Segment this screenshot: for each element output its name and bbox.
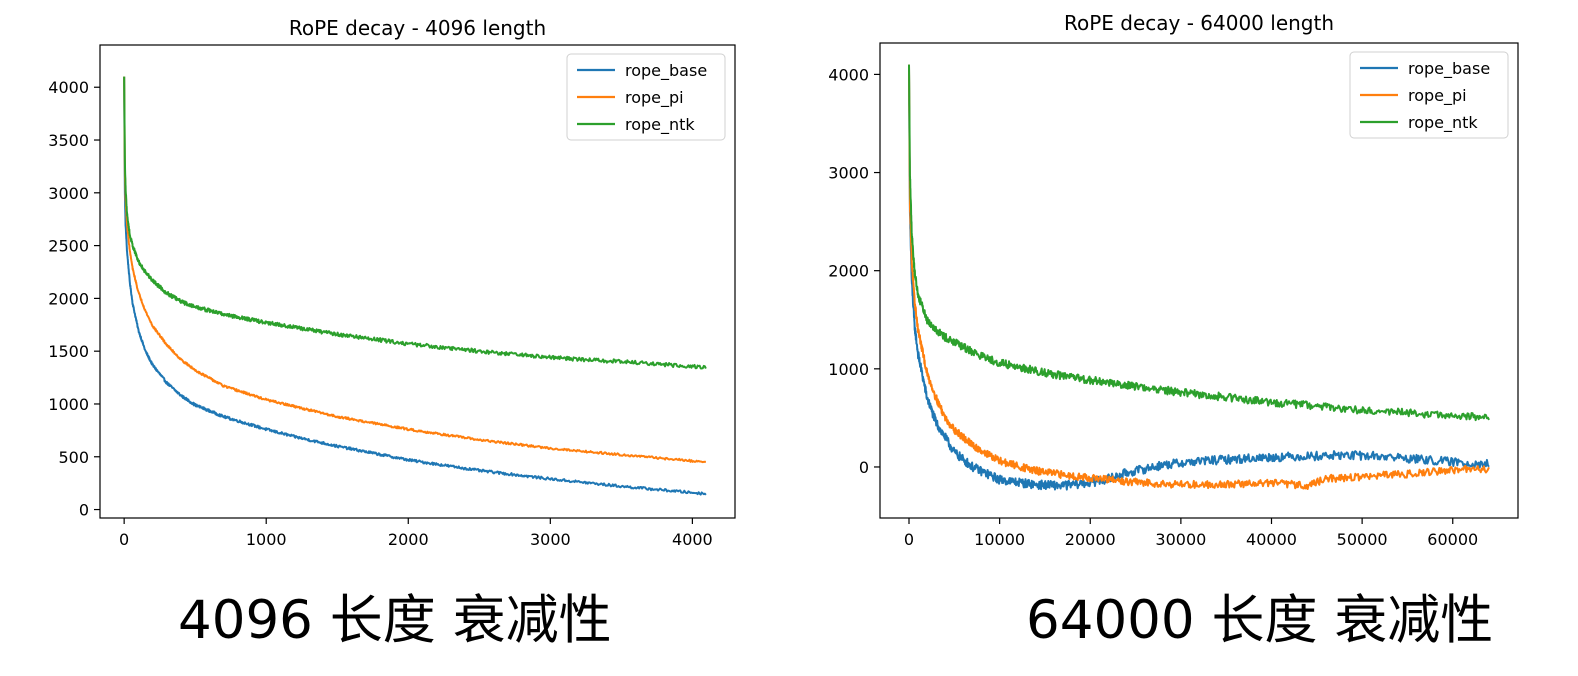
y-tick-label: 3000 xyxy=(828,164,869,183)
y-tick-label: 4000 xyxy=(48,78,89,97)
series-line-rope-base xyxy=(123,76,707,496)
chart-title: RoPE decay - 4096 length xyxy=(289,16,546,40)
legend-label: rope_ntk xyxy=(1408,113,1478,133)
y-tick-label: 2500 xyxy=(48,237,89,256)
legend: rope_base rope_pi rope_ntk xyxy=(566,53,726,141)
series-line-rope-ntk xyxy=(123,76,707,370)
x-tick-label: 0 xyxy=(119,530,129,549)
legend-label: rope_pi xyxy=(625,88,684,108)
y-tick-label: 2000 xyxy=(48,289,89,308)
x-tick-label: 40000 xyxy=(1246,530,1297,549)
y-tick-label: 1500 xyxy=(48,342,89,361)
plot-frame xyxy=(879,42,1519,519)
y-tick-label: 0 xyxy=(859,458,869,477)
y-tick-label: 0 xyxy=(79,501,89,520)
legend-label: rope_pi xyxy=(1408,86,1467,106)
y-tick-label: 3000 xyxy=(48,184,89,203)
legend-label: rope_base xyxy=(1408,59,1490,79)
caption-64000: 64000 长度 衰减性 xyxy=(1026,590,1494,651)
series-line-rope-pi xyxy=(908,64,1490,491)
x-tick-label: 4000 xyxy=(672,530,713,549)
caption-4096: 4096 长度 衰减性 xyxy=(178,590,612,651)
x-tick-label: 3000 xyxy=(530,530,571,549)
x-tick-label: 30000 xyxy=(1155,530,1206,549)
legend: rope_base rope_pi rope_ntk xyxy=(1349,51,1509,139)
y-tick-label: 4000 xyxy=(828,65,869,84)
series-line-rope-pi xyxy=(123,76,706,464)
series-line-rope-base xyxy=(908,64,1490,491)
legend-box xyxy=(566,53,726,141)
x-tick-label: 10000 xyxy=(974,530,1025,549)
series-line-rope-ntk xyxy=(908,64,1490,422)
plot-frame xyxy=(99,44,736,519)
x-tick-label: 20000 xyxy=(1065,530,1116,549)
x-tick-label: 2000 xyxy=(388,530,429,549)
y-tick-label: 1000 xyxy=(828,360,869,379)
x-tick-label: 1000 xyxy=(246,530,287,549)
x-tick-label: 0 xyxy=(904,530,914,549)
chart-title: RoPE decay - 64000 length xyxy=(1064,11,1334,35)
y-tick-label: 2000 xyxy=(828,262,869,281)
legend-label: rope_ntk xyxy=(625,115,695,135)
y-tick-label: 1000 xyxy=(48,395,89,414)
y-tick-label: 3500 xyxy=(48,131,89,150)
chart-rope-decay-4096: RoPE decay - 4096 length 0 1000 2000 3000 400… xyxy=(48,16,736,549)
legend-box xyxy=(1349,51,1509,139)
x-tick-label: 60000 xyxy=(1427,530,1478,549)
x-tick-label: 50000 xyxy=(1337,530,1388,549)
y-tick-label: 500 xyxy=(58,448,89,467)
legend-label: rope_base xyxy=(625,61,707,81)
